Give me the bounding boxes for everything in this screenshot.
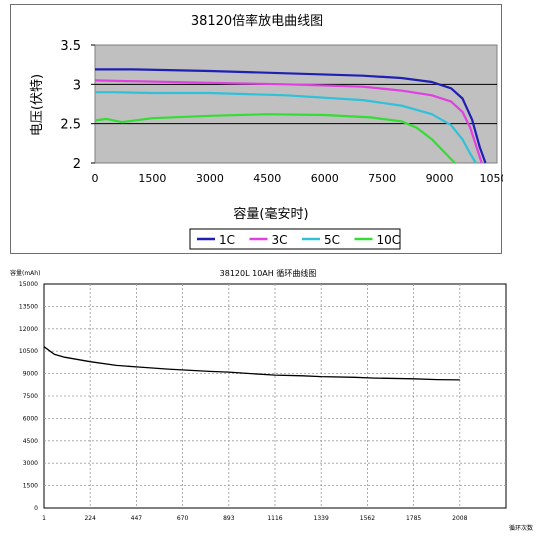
y-tick-label: 9000 xyxy=(23,371,38,378)
y-axis-label: 容量(mAh) xyxy=(10,269,40,277)
x-tick-label: 1116 xyxy=(267,515,282,522)
x-tick-label: 1339 xyxy=(314,515,329,522)
discharge-rate-chart: 38120倍率放电曲线图 电压(伏特) 容量(毫安时) 2 2.5 3 3.5 0 150… xyxy=(10,4,515,254)
y-tick-label: 15000 xyxy=(19,281,38,288)
chart-title: 38120倍率放电曲线图 xyxy=(191,13,323,29)
x-axis-label: 循环次数 xyxy=(509,524,533,532)
cycle-life-chart-svg: 38120L 10AH 循环曲线图 容量(mAh) 循环次数 0 1500 3000… xyxy=(10,268,533,532)
legend-label: 5C xyxy=(324,233,340,247)
y-tick-label: 3 xyxy=(73,78,81,93)
y-tick-label: 0 xyxy=(34,505,38,512)
series-line-3C xyxy=(94,79,483,164)
x-tick-label: 10500 xyxy=(480,172,504,185)
chart-title: 38120L 10AH 循环曲线图 xyxy=(220,268,317,278)
series-line-10C xyxy=(94,113,456,164)
x-tick-label: 1562 xyxy=(360,515,375,522)
x-tick-label: 4500 xyxy=(253,172,281,185)
x-axis-label: 容量(毫安时) xyxy=(233,206,308,222)
y-tick-label: 4500 xyxy=(23,438,38,445)
legend: 1C 3C 5C 10C xyxy=(189,228,401,250)
x-tick-label: 9000 xyxy=(426,172,454,185)
plot-area: 0 1500 3000 4500 6000 7500 9000 10500 12000 13500… xyxy=(19,281,507,522)
discharge-rate-chart-svg: 38120倍率放电曲线图 电压(伏特) 容量(毫安时) 2 2.5 3 3.5 0 150… xyxy=(30,13,515,250)
x-tick-label: 3000 xyxy=(196,172,224,185)
y-tick-label: 1500 xyxy=(23,483,38,490)
x-tick-label: 1 xyxy=(42,515,46,522)
x-tick-label: 7500 xyxy=(368,172,396,185)
y-tick-label: 3.5 xyxy=(60,39,81,54)
y-tick-label: 6000 xyxy=(23,415,38,422)
plot-area: 2 2.5 3 3.5 0 1500 3000 4500 6000 7500 9000 10500 xyxy=(60,39,514,185)
legend-label: 1C xyxy=(219,233,235,247)
y-tick-label: 2.5 xyxy=(60,118,81,133)
series-line-0 xyxy=(43,346,460,381)
x-tick-label: 0 xyxy=(92,172,99,185)
plot-background xyxy=(94,44,498,164)
x-tick-label: 447 xyxy=(131,515,143,522)
y-tick-label: 13500 xyxy=(19,303,38,310)
series-line-1C xyxy=(95,68,487,164)
x-tick-label: 893 xyxy=(223,515,235,522)
y-axis-label: 电压(伏特) xyxy=(30,74,45,136)
x-tick-label: 224 xyxy=(84,515,96,522)
x-tick-label: 670 xyxy=(177,515,189,522)
y-tick-label: 10500 xyxy=(19,348,38,355)
x-tick-label: 2008 xyxy=(452,515,467,522)
y-tick-label: 3000 xyxy=(23,460,38,467)
legend-label: 3C xyxy=(272,233,288,247)
legend-label: 10C xyxy=(377,233,401,247)
legend-box xyxy=(189,228,401,250)
x-tick-label: 1785 xyxy=(406,515,421,522)
cycle-life-chart: 38120L 10AH 循环曲线图 容量(mAh) 循环次数 0 1500 3000… xyxy=(6,264,536,536)
x-tick-label: 1500 xyxy=(138,172,166,185)
series-line-5C xyxy=(95,91,477,164)
x-tick-label: 6000 xyxy=(311,172,339,185)
y-tick-label: 2 xyxy=(73,157,81,172)
y-tick-label: 7500 xyxy=(23,393,38,400)
y-tick-label: 12000 xyxy=(19,326,38,333)
